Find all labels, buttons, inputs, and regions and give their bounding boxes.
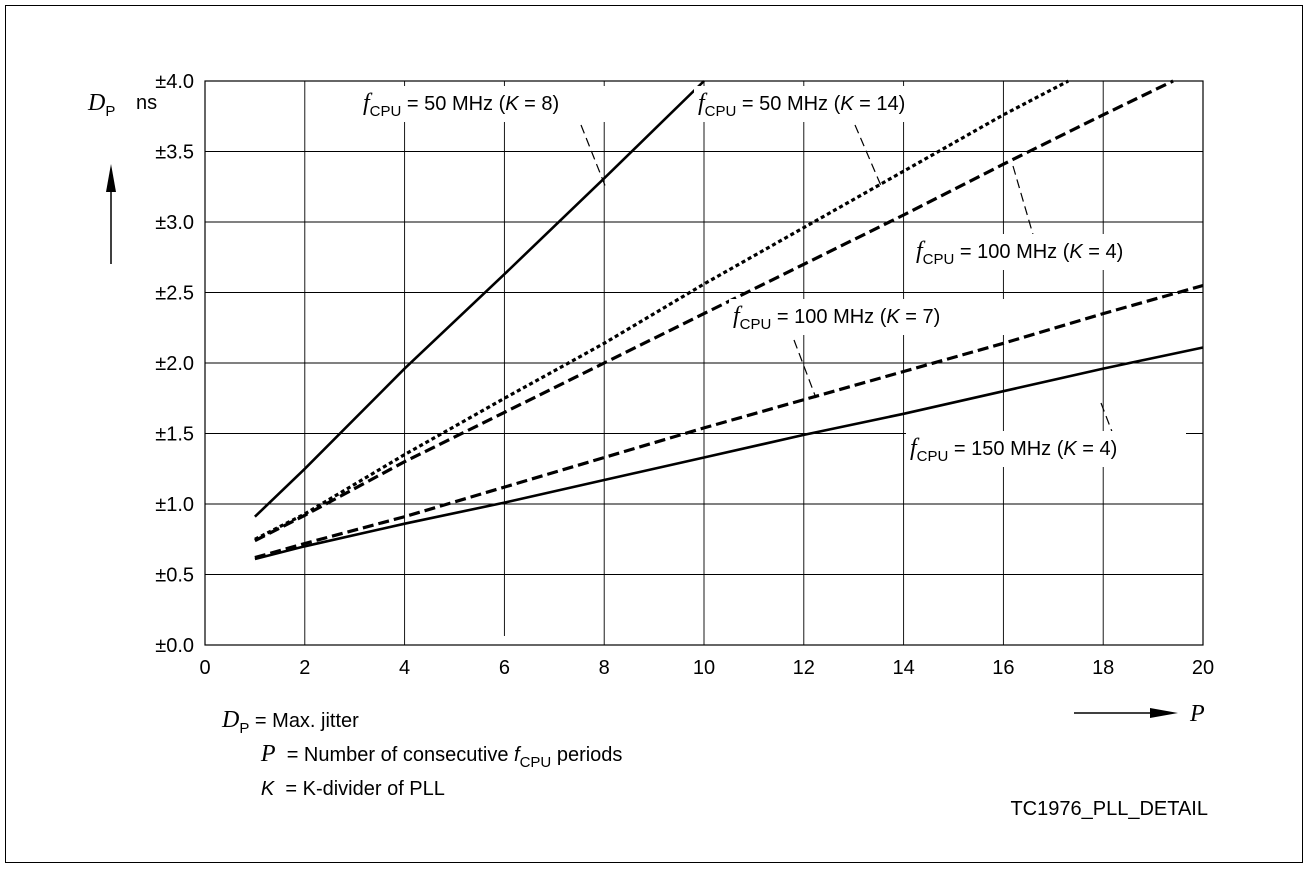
legend: DP = Max. jitter P = Number of consecuti… xyxy=(221,707,650,800)
y-tick-label: ±0.0 xyxy=(155,635,194,657)
x-tick-label: 6 xyxy=(499,657,510,679)
annotation-bg xyxy=(906,431,1186,467)
x-tick-label: 8 xyxy=(599,657,610,679)
annotation-label: fCPU = 150 MHz (K = 4) xyxy=(910,435,1117,465)
legend-line-3: K = K-divider of PLL xyxy=(222,778,472,800)
annotation-bg xyxy=(912,234,1192,270)
annotation-bg xyxy=(729,299,1009,335)
x-axis-symbol: P xyxy=(1189,701,1205,727)
y-tick-label: ±2.0 xyxy=(155,353,194,375)
x-tick-label: 4 xyxy=(399,657,410,679)
x-tick-label: 2 xyxy=(299,657,310,679)
y-axis-arrow xyxy=(106,164,116,264)
series-line xyxy=(254,283,1204,560)
x-tick-label: 14 xyxy=(892,657,914,679)
y-tick-label: ±2.5 xyxy=(155,283,194,305)
series-line xyxy=(253,80,705,518)
y-tick-label: ±1.0 xyxy=(155,494,194,516)
x-tick-label: 16 xyxy=(992,657,1014,679)
annotation-label: fCPU = 100 MHz (K = 7) xyxy=(733,303,940,333)
series-line xyxy=(254,79,1174,543)
annotation-leader xyxy=(580,124,607,189)
series-line xyxy=(254,79,1070,541)
figure-frame xyxy=(5,5,1303,863)
x-tick-label: 10 xyxy=(693,657,715,679)
y-tick-label: ±1.5 xyxy=(155,424,194,446)
y-axis-unit: ns xyxy=(136,92,157,114)
annotation-bg xyxy=(694,86,976,122)
annotation-bg xyxy=(359,86,641,122)
y-tick-label: ±0.5 xyxy=(155,565,194,587)
x-tick-label: 0 xyxy=(199,657,210,679)
x-axis-arrow xyxy=(1074,708,1178,718)
legend-line-2: P = Number of consecutive fCPU periods xyxy=(222,741,650,771)
annotation-label: fCPU = 50 MHz (K = 8) xyxy=(363,90,559,120)
y-axis-symbol: DP xyxy=(87,90,115,120)
annotation-leaders xyxy=(580,124,1125,464)
x-tick-label: 12 xyxy=(793,657,815,679)
series-line xyxy=(254,346,1204,561)
annotation-label: fCPU = 100 MHz (K = 4) xyxy=(916,238,1123,268)
annotation-leader xyxy=(793,339,817,399)
y-tick-label: ±3.0 xyxy=(155,212,194,234)
series-lines xyxy=(253,79,1204,561)
x-tick-label: 20 xyxy=(1192,657,1214,679)
legend-line-1: DP = Max. jitter xyxy=(221,707,359,737)
tick-labels: 0 2 4 6 8 10 12 14 16 18 20 ±0.0 ±0.5 ±1.0 ±1.5 ±2.0 ±2.… xyxy=(155,71,1214,679)
y-tick-label: ±3.5 xyxy=(155,142,194,164)
annotation-leader xyxy=(854,124,883,189)
x-tick-label: 18 xyxy=(1092,657,1114,679)
grid xyxy=(204,80,1204,646)
y-tick-label: ±4.0 xyxy=(155,71,194,93)
figure-id: TC1976_PLL_DETAIL xyxy=(1010,798,1208,820)
annotation-label: fCPU = 50 MHz (K = 14) xyxy=(698,90,905,120)
annotation-labels: fCPU = 50 MHz (K = 8) fCPU = 50 MHz (K = … xyxy=(359,86,1192,467)
annotation-leader xyxy=(1012,165,1035,239)
